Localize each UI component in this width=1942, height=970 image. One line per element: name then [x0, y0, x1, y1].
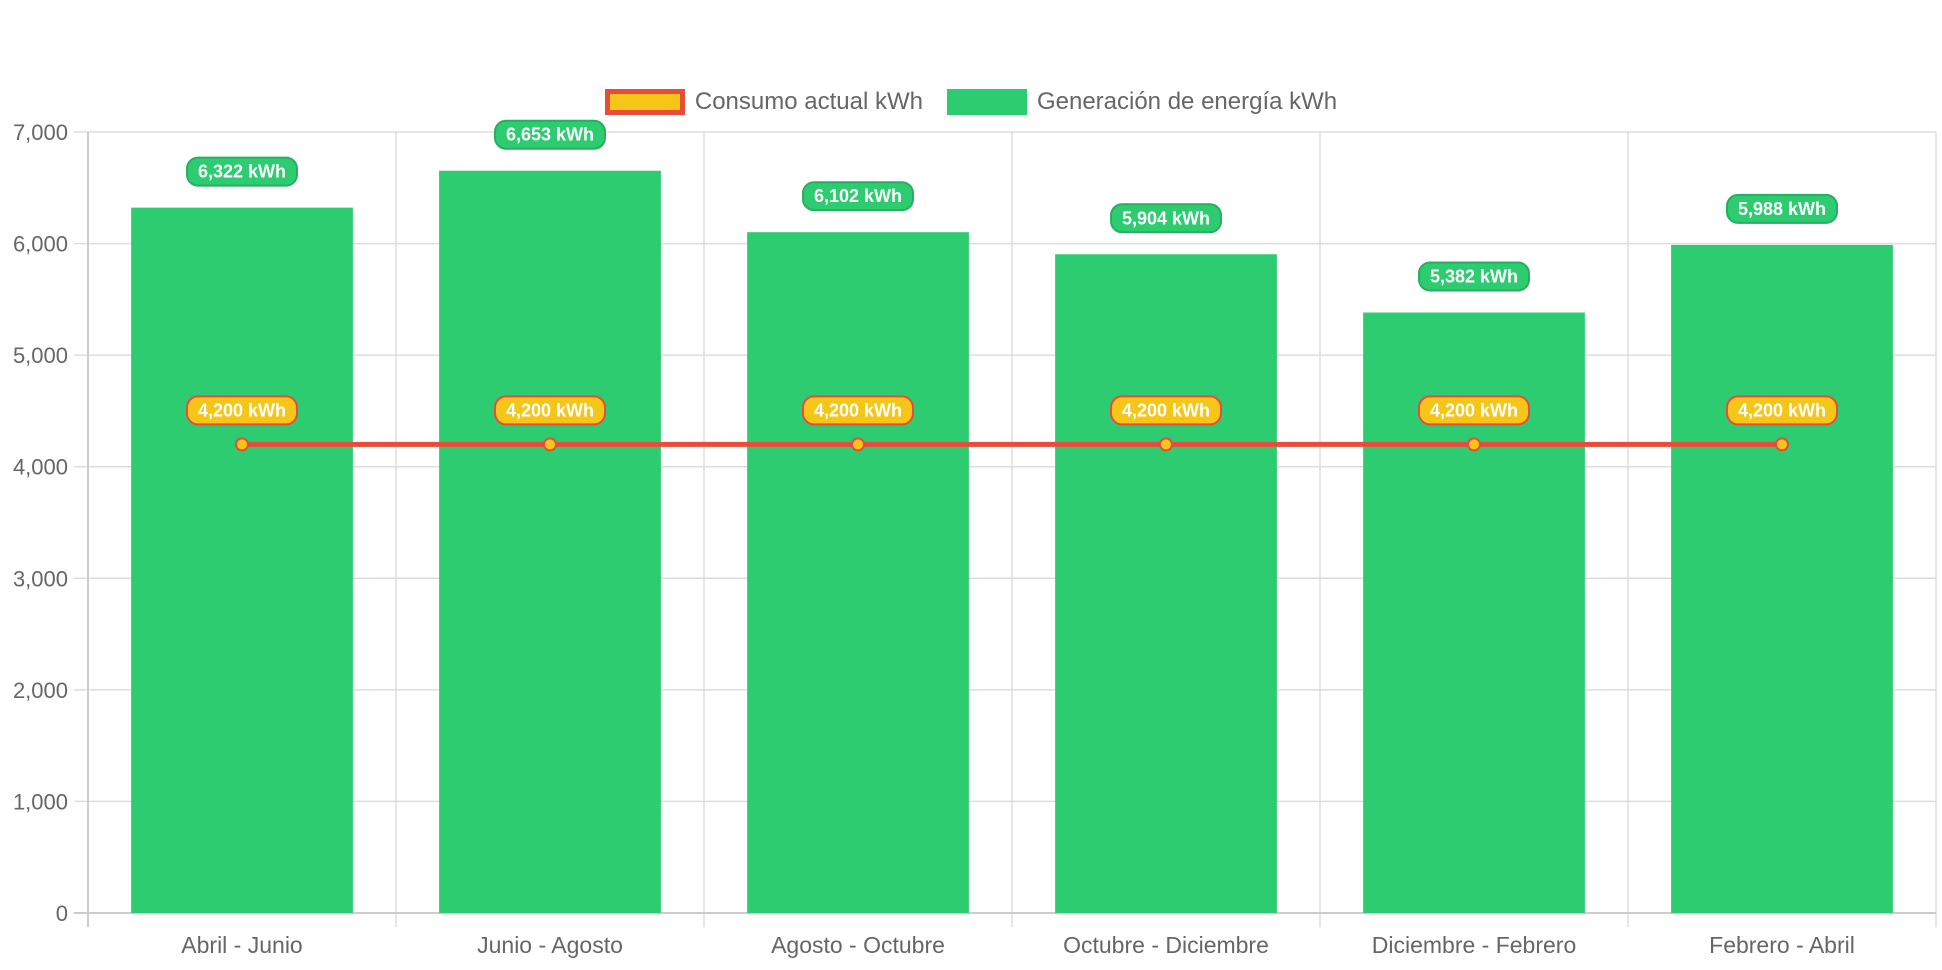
x-tick-label: Abril - Junio — [181, 932, 302, 958]
line-point-consumo — [1467, 437, 1481, 452]
y-tick-label: 3,000 — [13, 566, 68, 591]
x-tick-label: Agosto - Octubre — [771, 932, 945, 958]
bar-generacion — [131, 207, 353, 913]
line-data-label-box — [1726, 395, 1838, 426]
bar-data-label: 6,102 kWh — [814, 186, 902, 206]
line-data-label-box — [802, 395, 914, 426]
bar-data-label: 6,653 kWh — [506, 125, 594, 145]
bar-data-label-box — [802, 181, 914, 212]
legend-item-generacion[interactable]: Generación de energía kWh — [946, 88, 1338, 116]
bar-data-label-box — [1110, 203, 1222, 234]
legend-item-consumo[interactable]: Consumo actual kWh — [604, 88, 923, 116]
x-tick-label: Febrero - Abril — [1709, 932, 1855, 958]
line-data-label: 4,200 kWh — [198, 400, 286, 420]
line-data-label: 4,200 kWh — [1122, 400, 1210, 420]
bar-data-label-box — [1418, 261, 1530, 292]
y-tick-label: 7,000 — [13, 120, 68, 145]
bar-data-label: 5,988 kWh — [1738, 199, 1826, 219]
bar-data-label-box — [186, 156, 298, 187]
line-point-consumo — [851, 437, 865, 452]
line-data-label: 4,200 kWh — [1738, 400, 1826, 420]
line-data-label-box — [494, 395, 606, 426]
bar-data-label-box — [1726, 193, 1838, 224]
y-tick-label: 6,000 — [13, 232, 68, 257]
y-tick-label: 2,000 — [13, 678, 68, 703]
bar-data-label: 6,322 kWh — [198, 162, 286, 182]
line-data-label: 4,200 kWh — [506, 400, 594, 420]
line-data-label: 4,200 kWh — [1430, 400, 1518, 420]
line-data-label: 4,200 kWh — [814, 400, 902, 420]
line-point-consumo — [235, 437, 249, 452]
line-point-consumo — [1775, 437, 1789, 452]
legend-swatch-consumo — [604, 89, 685, 115]
legend-label-generacion: Generación de energía kWh — [1036, 88, 1338, 115]
legend-label-consumo: Consumo actual kWh — [694, 88, 923, 115]
x-tick-label: Junio - Agosto — [477, 932, 623, 958]
y-tick-label: 5,000 — [13, 343, 68, 368]
x-tick-label: Octubre - Diciembre — [1063, 932, 1269, 958]
y-tick-label: 1,000 — [13, 789, 68, 814]
chart-legend: Consumo actual kWh Generación de energía… — [0, 84, 1942, 120]
bar-generacion — [1055, 254, 1277, 913]
bar-generacion — [1671, 244, 1893, 913]
y-tick-label: 0 — [56, 901, 68, 926]
line-data-label-box — [1418, 395, 1530, 426]
line-point-consumo — [1159, 437, 1173, 452]
bar-data-label-box — [494, 119, 606, 150]
x-tick-label: Diciembre - Febrero — [1372, 932, 1577, 958]
line-point-consumo — [543, 437, 557, 452]
bar-generacion — [439, 170, 661, 914]
line-data-label-box — [1110, 395, 1222, 426]
y-tick-label: 4,000 — [13, 455, 68, 480]
bar-data-label: 5,382 kWh — [1430, 267, 1518, 287]
bar-generacion — [747, 232, 969, 913]
line-data-label-box — [186, 395, 298, 426]
legend-swatch-generacion — [946, 89, 1027, 115]
bar-data-label: 5,904 kWh — [1122, 208, 1210, 228]
